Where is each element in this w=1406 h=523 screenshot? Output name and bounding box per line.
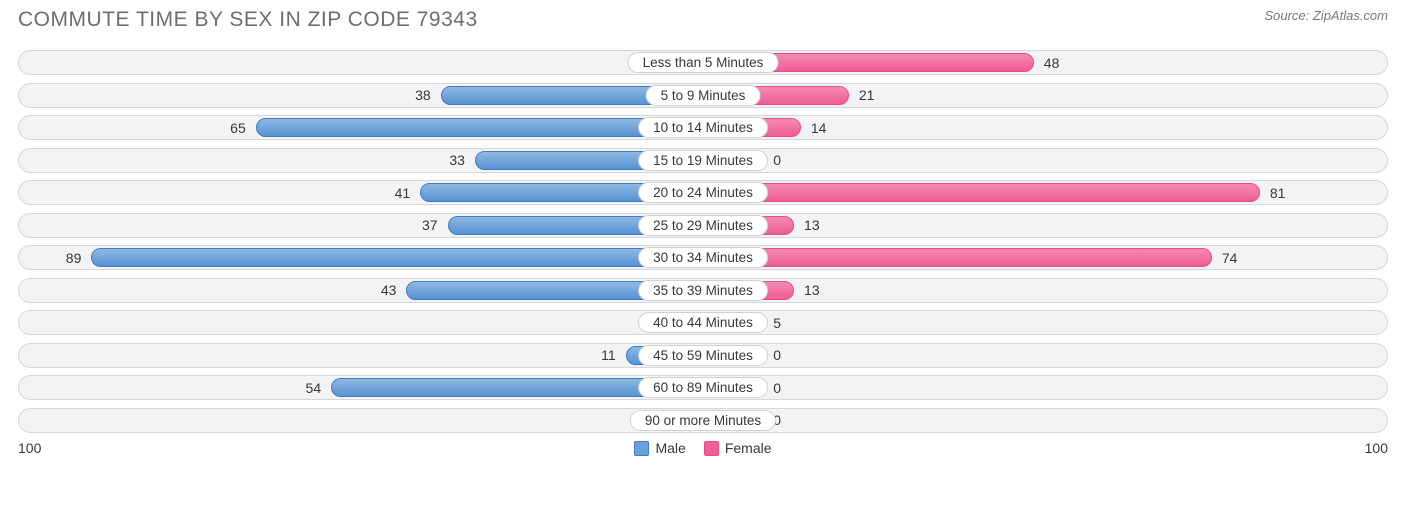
female-value-label: 5 [765, 315, 789, 331]
male-bar [91, 248, 701, 267]
male-half: 33 [18, 148, 703, 173]
male-value-label: 65 [222, 120, 254, 136]
male-swatch-icon [634, 441, 649, 456]
female-half: 74 [703, 245, 1388, 270]
female-half: 13 [703, 278, 1388, 303]
male-bar [256, 118, 701, 137]
female-half: 0 [703, 343, 1388, 368]
female-half: 0 [703, 148, 1388, 173]
male-value-label: 41 [387, 185, 419, 201]
male-half: 11 [18, 343, 703, 368]
female-value-label: 0 [765, 152, 789, 168]
legend: Male Female [634, 440, 771, 456]
axis-right-max: 100 [1365, 440, 1388, 456]
female-value-label: 14 [803, 120, 835, 136]
male-half: 65 [18, 115, 703, 140]
chart-row: 38 21 5 to 9 Minutes [18, 83, 1388, 108]
male-half: 43 [18, 278, 703, 303]
category-label: Less than 5 Minutes [628, 52, 779, 73]
male-half: 6 [18, 310, 703, 335]
female-value-label: 21 [851, 87, 883, 103]
female-bar [705, 183, 1260, 202]
male-value-label: 54 [298, 380, 330, 396]
chart-row: 65 14 10 to 14 Minutes [18, 115, 1388, 140]
male-value-label: 89 [58, 250, 90, 266]
female-half: 0 [703, 375, 1388, 400]
chart-row: 41 81 20 to 24 Minutes [18, 180, 1388, 205]
chart-area: 6 48 Less than 5 Minutes 38 21 5 to 9 Minutes… [18, 50, 1388, 433]
male-half: 38 [18, 83, 703, 108]
male-value-label: 43 [373, 282, 405, 298]
female-half: 0 [703, 408, 1388, 433]
axis-row: 100 Male Female 100 [18, 440, 1388, 456]
male-value-label: 11 [593, 347, 624, 363]
legend-item-female: Female [704, 440, 772, 456]
female-value-label: 0 [765, 380, 789, 396]
female-half: 14 [703, 115, 1388, 140]
category-label: 25 to 29 Minutes [638, 215, 768, 236]
chart-row: 33 015 to 19 Minutes [18, 148, 1388, 173]
axis-left-max: 100 [18, 440, 41, 456]
male-value-label: 37 [414, 217, 446, 233]
legend-male-label: Male [655, 440, 685, 456]
male-half: 54 [18, 375, 703, 400]
female-swatch-icon [704, 441, 719, 456]
female-value-label: 13 [796, 282, 828, 298]
category-label: 90 or more Minutes [630, 410, 776, 431]
male-value-label: 33 [441, 152, 473, 168]
female-half: 81 [703, 180, 1388, 205]
category-label: 45 to 59 Minutes [638, 345, 768, 366]
female-value-label: 13 [796, 217, 828, 233]
legend-female-label: Female [725, 440, 772, 456]
female-half: 21 [703, 83, 1388, 108]
category-label: 15 to 19 Minutes [638, 150, 768, 171]
chart-row: 6 48 Less than 5 Minutes [18, 50, 1388, 75]
male-half: 37 [18, 213, 703, 238]
category-label: 10 to 14 Minutes [638, 117, 768, 138]
male-value-label: 38 [407, 87, 439, 103]
source-name: ZipAtlas.com [1313, 8, 1388, 23]
chart-row: 4090 or more Minutes [18, 408, 1388, 433]
chart-row: 37 13 25 to 29 Minutes [18, 213, 1388, 238]
category-label: 35 to 39 Minutes [638, 280, 768, 301]
category-label: 30 to 34 Minutes [638, 247, 768, 268]
source-prefix: Source: [1264, 8, 1312, 23]
female-half: 48 [703, 50, 1388, 75]
chart-row: 54 060 to 89 Minutes [18, 375, 1388, 400]
female-half: 5 [703, 310, 1388, 335]
female-value-label: 81 [1262, 185, 1294, 201]
legend-item-male: Male [634, 440, 685, 456]
chart-row: 6 540 to 44 Minutes [18, 310, 1388, 335]
chart-row: 89 74 30 to 34 Minutes [18, 245, 1388, 270]
male-half: 4 [18, 408, 703, 433]
female-value-label: 74 [1214, 250, 1246, 266]
chart-row: 11 045 to 59 Minutes [18, 343, 1388, 368]
category-label: 60 to 89 Minutes [638, 377, 768, 398]
female-bar [705, 248, 1212, 267]
category-label: 20 to 24 Minutes [638, 182, 768, 203]
source-attribution: Source: ZipAtlas.com [1264, 8, 1388, 23]
chart-row: 43 13 35 to 39 Minutes [18, 278, 1388, 303]
female-value-label: 0 [765, 347, 789, 363]
male-half: 89 [18, 245, 703, 270]
chart-title: COMMUTE TIME BY SEX IN ZIP CODE 79343 [18, 8, 478, 32]
female-value-label: 48 [1036, 55, 1068, 71]
male-half: 6 [18, 50, 703, 75]
category-label: 5 to 9 Minutes [646, 85, 761, 106]
category-label: 40 to 44 Minutes [638, 312, 768, 333]
male-half: 41 [18, 180, 703, 205]
female-half: 13 [703, 213, 1388, 238]
